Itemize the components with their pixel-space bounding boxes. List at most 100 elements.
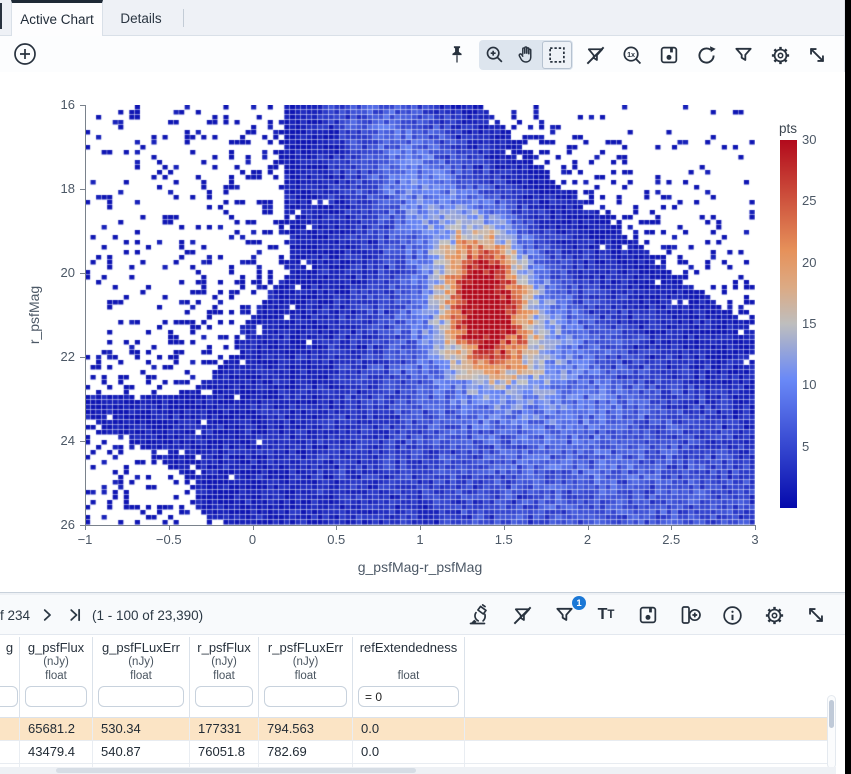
window-background-strip (845, 0, 851, 774)
x-tick-mark (671, 525, 673, 530)
x-tick-mark (252, 525, 254, 530)
y-tick-mark (80, 441, 85, 442)
column-unit: (nJy) (211, 656, 237, 668)
column-filter-input[interactable] (0, 686, 18, 707)
chart-toolbar: 1x (0, 36, 844, 72)
column-header-g: g (0, 637, 20, 717)
last-page-icon[interactable] (64, 601, 86, 629)
table-row[interactable]: 43479.4 540.87 76051.8 782.69 0.0 (0, 741, 836, 764)
column-type: float (397, 670, 420, 682)
table-cell: 530.34 (93, 718, 190, 740)
colorbar-tick-label: 20 (802, 254, 817, 270)
table-cell: 65681.2 (20, 718, 93, 740)
x-axis-title: g_psfMag-r_psfMag (357, 559, 483, 575)
save-icon[interactable] (654, 41, 684, 69)
settings-gear-icon[interactable] (759, 601, 789, 629)
info-icon[interactable] (717, 601, 747, 629)
horizontal-scrollbar-thumb[interactable] (56, 768, 416, 773)
filter-clear-icon[interactable] (580, 41, 610, 69)
column-filter-input[interactable] (195, 686, 253, 707)
tab-active-chart[interactable]: Active Chart (11, 0, 103, 36)
pan-hand-icon[interactable] (511, 41, 541, 69)
table-row[interactable]: 65681.2 530.34 177331 794.563 0.0 (0, 718, 836, 741)
table-cell: 0.0 (353, 718, 465, 740)
tab-active-chart-label: Active Chart (20, 12, 94, 27)
x-tick-mark (503, 525, 505, 530)
colorbar (780, 140, 797, 508)
expand-icon[interactable] (802, 41, 832, 69)
column-type: float (294, 670, 317, 682)
colorbar-tick-label: 30 (802, 132, 817, 147)
save-icon[interactable] (633, 601, 663, 629)
y-tick-label: 26 (60, 517, 75, 532)
column-type: float (213, 670, 235, 682)
zoom-reset-1x-icon[interactable]: 1x (617, 41, 647, 69)
expand-icon[interactable] (801, 601, 831, 629)
x-tick-mark (755, 525, 756, 530)
chart-tabbar: Active Chart Details (0, 0, 844, 36)
x-tick-mark (587, 525, 589, 530)
column-type: float (45, 670, 67, 682)
filter-clear-icon[interactable] (507, 601, 537, 629)
column-filter-input[interactable] (264, 686, 347, 707)
add-column-icon[interactable] (675, 601, 705, 629)
column-filter-input[interactable] (25, 686, 87, 707)
column-name: r_psfFlux (197, 640, 251, 655)
table-toolbar: f 234 (1 - 100 of 23,390) (0, 595, 845, 635)
column-name: r_psfFLuxErr (267, 640, 344, 655)
vertical-scrollbar[interactable] (827, 695, 836, 769)
colorbar-title: pts (779, 121, 798, 136)
filter-icon[interactable] (728, 41, 758, 69)
x-tick-mark (336, 525, 338, 530)
row-filler (465, 718, 836, 740)
x-tick-mark (85, 525, 86, 530)
colorbar-tick-label: 5 (802, 438, 810, 454)
horizontal-scrollbar[interactable] (0, 767, 836, 774)
pagination: f 234 (1 - 100 of 23,390) (0, 595, 203, 635)
restore-icon[interactable] (691, 41, 721, 69)
y-tick-label: 24 (60, 433, 75, 448)
column-unit: (nJy) (128, 656, 154, 668)
column-unit: (nJy) (43, 656, 69, 668)
table-cell: 0.0 (353, 741, 465, 763)
column-header-g_psfFLuxErr: g_psfFLuxErr (nJy) float (93, 637, 190, 717)
colorbar-tick-label: 10 (802, 377, 817, 393)
heatmap-canvas[interactable] (85, 105, 755, 525)
column-header-r_psfFLuxErr: r_psfFLuxErr (nJy) float (259, 637, 353, 717)
column-header-refExtendedness: refExtendedness float (353, 637, 465, 717)
x-tick-label: 1 (416, 532, 424, 547)
microscope-icon[interactable] (465, 601, 495, 629)
box-select-icon[interactable] (542, 41, 572, 69)
vertical-scrollbar-thumb[interactable] (829, 700, 834, 728)
table-cell: 794.563 (259, 718, 353, 740)
drag-tool-group (479, 40, 573, 70)
next-page-icon[interactable] (36, 601, 58, 629)
text-view-label-small: T (607, 609, 615, 621)
add-chart-icon[interactable] (10, 40, 40, 68)
settings-gear-icon[interactable] (765, 41, 795, 69)
column-filter-input[interactable] (98, 686, 184, 707)
x-tick-label: −1 (77, 532, 93, 547)
table-cell: 540.87 (93, 741, 190, 763)
y-axis-line (85, 105, 86, 525)
y-axis-title: r_psfMag (26, 285, 42, 345)
filter-icon[interactable]: 1 (549, 596, 586, 629)
y-tick-label: 18 (60, 181, 75, 196)
filter-count-badge: 1 (572, 596, 586, 610)
column-filter-input[interactable] (358, 686, 459, 707)
tab-separator (183, 9, 184, 27)
table-cell: 43479.4 (20, 741, 93, 763)
x-tick-mark (420, 525, 421, 530)
x-tick-label: 3 (751, 532, 759, 547)
column-unit: (nJy) (292, 656, 319, 668)
panel-divider[interactable] (0, 592, 845, 595)
pin-icon[interactable] (442, 41, 472, 69)
tab-details[interactable]: Details (103, 0, 179, 36)
y-tick-mark (80, 525, 85, 526)
pagination-clipped-text: f 234 (0, 607, 31, 623)
zoom-in-icon[interactable] (480, 41, 510, 69)
x-tick-label: −0.5 (155, 532, 182, 547)
colorbar-tick-label: 25 (802, 193, 817, 209)
zoom-reset-label: 1x (627, 50, 635, 58)
